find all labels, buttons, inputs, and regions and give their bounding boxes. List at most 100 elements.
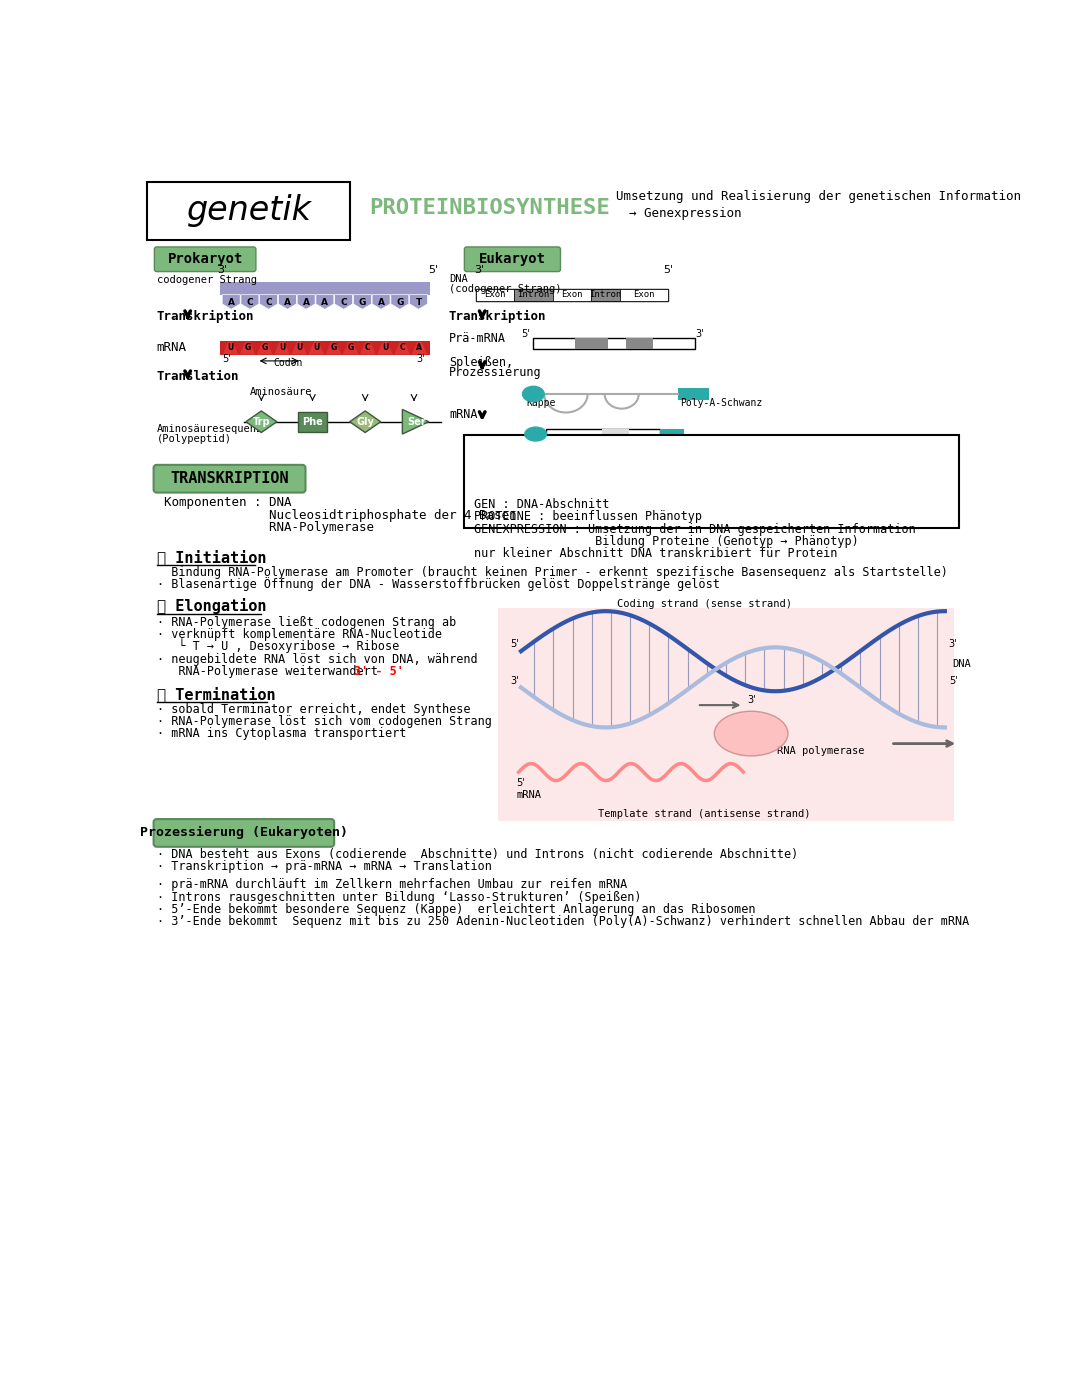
Text: · RNA-Polymerase ließt codogenen Strang ab: · RNA-Polymerase ließt codogenen Strang … [157, 616, 456, 629]
Text: A: A [302, 298, 310, 307]
FancyBboxPatch shape [499, 608, 954, 820]
Text: U: U [382, 344, 388, 352]
Text: Ser: Ser [407, 416, 426, 426]
Text: · Introns rausgeschnitten unter Bildung ‘Lasso-Strukturen’ (Speißen): · Introns rausgeschnitten unter Bildung … [157, 891, 642, 904]
Text: PROTEINE : beeinflussen Phänotyp: PROTEINE : beeinflussen Phänotyp [474, 510, 702, 524]
Text: · 3’-Ende bekommt  Sequenz mit bis zu 250 Adenin-Nucleotiden (Poly(A)-Schwanz) v: · 3’-Ende bekommt Sequenz mit bis zu 250… [157, 915, 969, 929]
Polygon shape [377, 342, 393, 355]
Polygon shape [373, 295, 390, 309]
FancyBboxPatch shape [147, 182, 350, 240]
Text: DNA: DNA [449, 274, 468, 284]
Text: genetik: genetik [187, 194, 311, 228]
Text: (Polypeptid): (Polypeptid) [157, 433, 232, 444]
Text: 5': 5' [510, 638, 518, 648]
Text: Eukaryot: Eukaryot [478, 253, 545, 267]
Text: mRNA: mRNA [516, 789, 541, 799]
Text: 5': 5' [521, 330, 529, 339]
Text: 5': 5' [663, 265, 674, 275]
Text: Gly: Gly [356, 416, 374, 426]
FancyBboxPatch shape [220, 282, 430, 295]
Text: Coding strand (sense strand): Coding strand (sense strand) [617, 598, 792, 609]
Text: C: C [365, 344, 370, 352]
Text: GEN : DNA-Abschnitt: GEN : DNA-Abschnitt [474, 497, 610, 511]
Text: DNA: DNA [953, 658, 971, 669]
Text: 5': 5' [428, 265, 438, 275]
Text: 3': 3' [948, 638, 957, 648]
FancyBboxPatch shape [514, 289, 553, 300]
FancyBboxPatch shape [602, 429, 630, 440]
Text: mRNA: mRNA [449, 408, 477, 420]
Text: Transkription: Transkription [449, 310, 546, 323]
Text: · sobald Terminator erreicht, endet Synthese: · sobald Terminator erreicht, endet Synt… [157, 703, 470, 715]
Text: Spleißen,: Spleißen, [449, 355, 513, 369]
Text: · Blasenartige Öffnung der DNA - Wasserstoffbrücken gelöst Doppelstränge gelöst: · Blasenartige Öffnung der DNA - Wassers… [157, 577, 719, 591]
Text: Template strand (antisense strand): Template strand (antisense strand) [598, 809, 811, 819]
Polygon shape [241, 295, 259, 309]
Polygon shape [391, 295, 409, 309]
FancyBboxPatch shape [476, 289, 669, 300]
FancyBboxPatch shape [592, 289, 620, 300]
Text: T: T [416, 298, 421, 307]
Polygon shape [246, 411, 276, 433]
Text: Aminosäure: Aminosäure [249, 387, 312, 397]
Text: RNA-Polymerase weiterwandert: RNA-Polymerase weiterwandert [157, 665, 392, 678]
Text: GENEXPRESSION : Umsetzung der in DNA gespeicherten Information: GENEXPRESSION : Umsetzung der in DNA ges… [474, 522, 916, 535]
Text: Exon: Exon [634, 291, 654, 299]
Polygon shape [308, 342, 324, 355]
Polygon shape [222, 295, 240, 309]
Text: U: U [313, 344, 320, 352]
Polygon shape [350, 411, 380, 433]
Text: · verknüpft komplementäre RNA-Nucleotide: · verknüpft komplementäre RNA-Nucleotide [157, 629, 442, 641]
Text: Prozessierung: Prozessierung [449, 366, 541, 380]
FancyBboxPatch shape [677, 388, 708, 400]
Text: └ T → U , Desoxyribose → Ribose: └ T → U , Desoxyribose → Ribose [157, 638, 399, 654]
Text: Exon: Exon [485, 291, 505, 299]
Text: G: G [348, 344, 354, 352]
Polygon shape [409, 295, 428, 309]
FancyBboxPatch shape [553, 289, 592, 300]
Polygon shape [222, 342, 239, 355]
Text: · neugebildete RNA löst sich von DNA, während: · neugebildete RNA löst sich von DNA, wä… [157, 652, 477, 666]
Polygon shape [297, 295, 315, 309]
Text: U: U [296, 344, 302, 352]
Polygon shape [353, 295, 372, 309]
FancyBboxPatch shape [576, 338, 608, 349]
FancyBboxPatch shape [153, 465, 306, 493]
Text: Transkription: Transkription [157, 310, 254, 323]
Text: Intron: Intron [590, 291, 622, 299]
Text: Bildung Proteine (Genotyp → Phänotyp): Bildung Proteine (Genotyp → Phänotyp) [474, 535, 860, 548]
Text: → Genexpression: → Genexpression [630, 207, 742, 221]
Text: A: A [228, 298, 234, 307]
Text: Poly-A-Schwanz: Poly-A-Schwanz [679, 398, 762, 408]
Text: Codon: Codon [273, 358, 302, 367]
Text: 5': 5' [221, 355, 230, 365]
Text: Prä-mRNA: Prä-mRNA [449, 331, 505, 345]
Text: 3' - 5': 3' - 5' [353, 665, 404, 678]
Text: Nucleosidtriphosphate der 4 Basen: Nucleosidtriphosphate der 4 Basen [164, 509, 517, 521]
Text: · mRNA ins Cytoplasma transportiert: · mRNA ins Cytoplasma transportiert [157, 728, 406, 740]
Text: · Transkription → prä-mRNA → mRNA → Translation: · Transkription → prä-mRNA → mRNA → Tran… [157, 861, 491, 873]
Text: Komponenten : DNA: Komponenten : DNA [164, 496, 292, 510]
Text: PROTEINBIOSYNTHESE: PROTEINBIOSYNTHESE [369, 198, 610, 218]
Text: ① Initiation: ① Initiation [157, 549, 266, 564]
Text: A: A [417, 344, 422, 352]
Polygon shape [291, 342, 308, 355]
FancyBboxPatch shape [661, 429, 684, 440]
Text: TRANSKRIPTION: TRANSKRIPTION [171, 471, 288, 486]
Text: G: G [244, 344, 251, 352]
Text: Trp: Trp [253, 416, 270, 426]
FancyBboxPatch shape [464, 434, 959, 528]
Polygon shape [273, 342, 291, 355]
Text: ③ Termination: ③ Termination [157, 686, 275, 701]
FancyBboxPatch shape [620, 289, 669, 300]
Text: A: A [322, 298, 328, 307]
FancyBboxPatch shape [626, 338, 653, 349]
Ellipse shape [714, 711, 788, 756]
Ellipse shape [523, 387, 544, 402]
FancyBboxPatch shape [153, 819, 334, 847]
Text: Translation: Translation [157, 370, 239, 383]
Text: · DNA besteht aus Exons (codierende  Abschnitte) und Introns (nicht codierende A: · DNA besteht aus Exons (codierende Absc… [157, 848, 798, 861]
Text: 3': 3' [416, 355, 424, 365]
Text: Prozessierung (Eukaryoten): Prozessierung (Eukaryoten) [139, 827, 348, 840]
FancyBboxPatch shape [298, 412, 327, 432]
